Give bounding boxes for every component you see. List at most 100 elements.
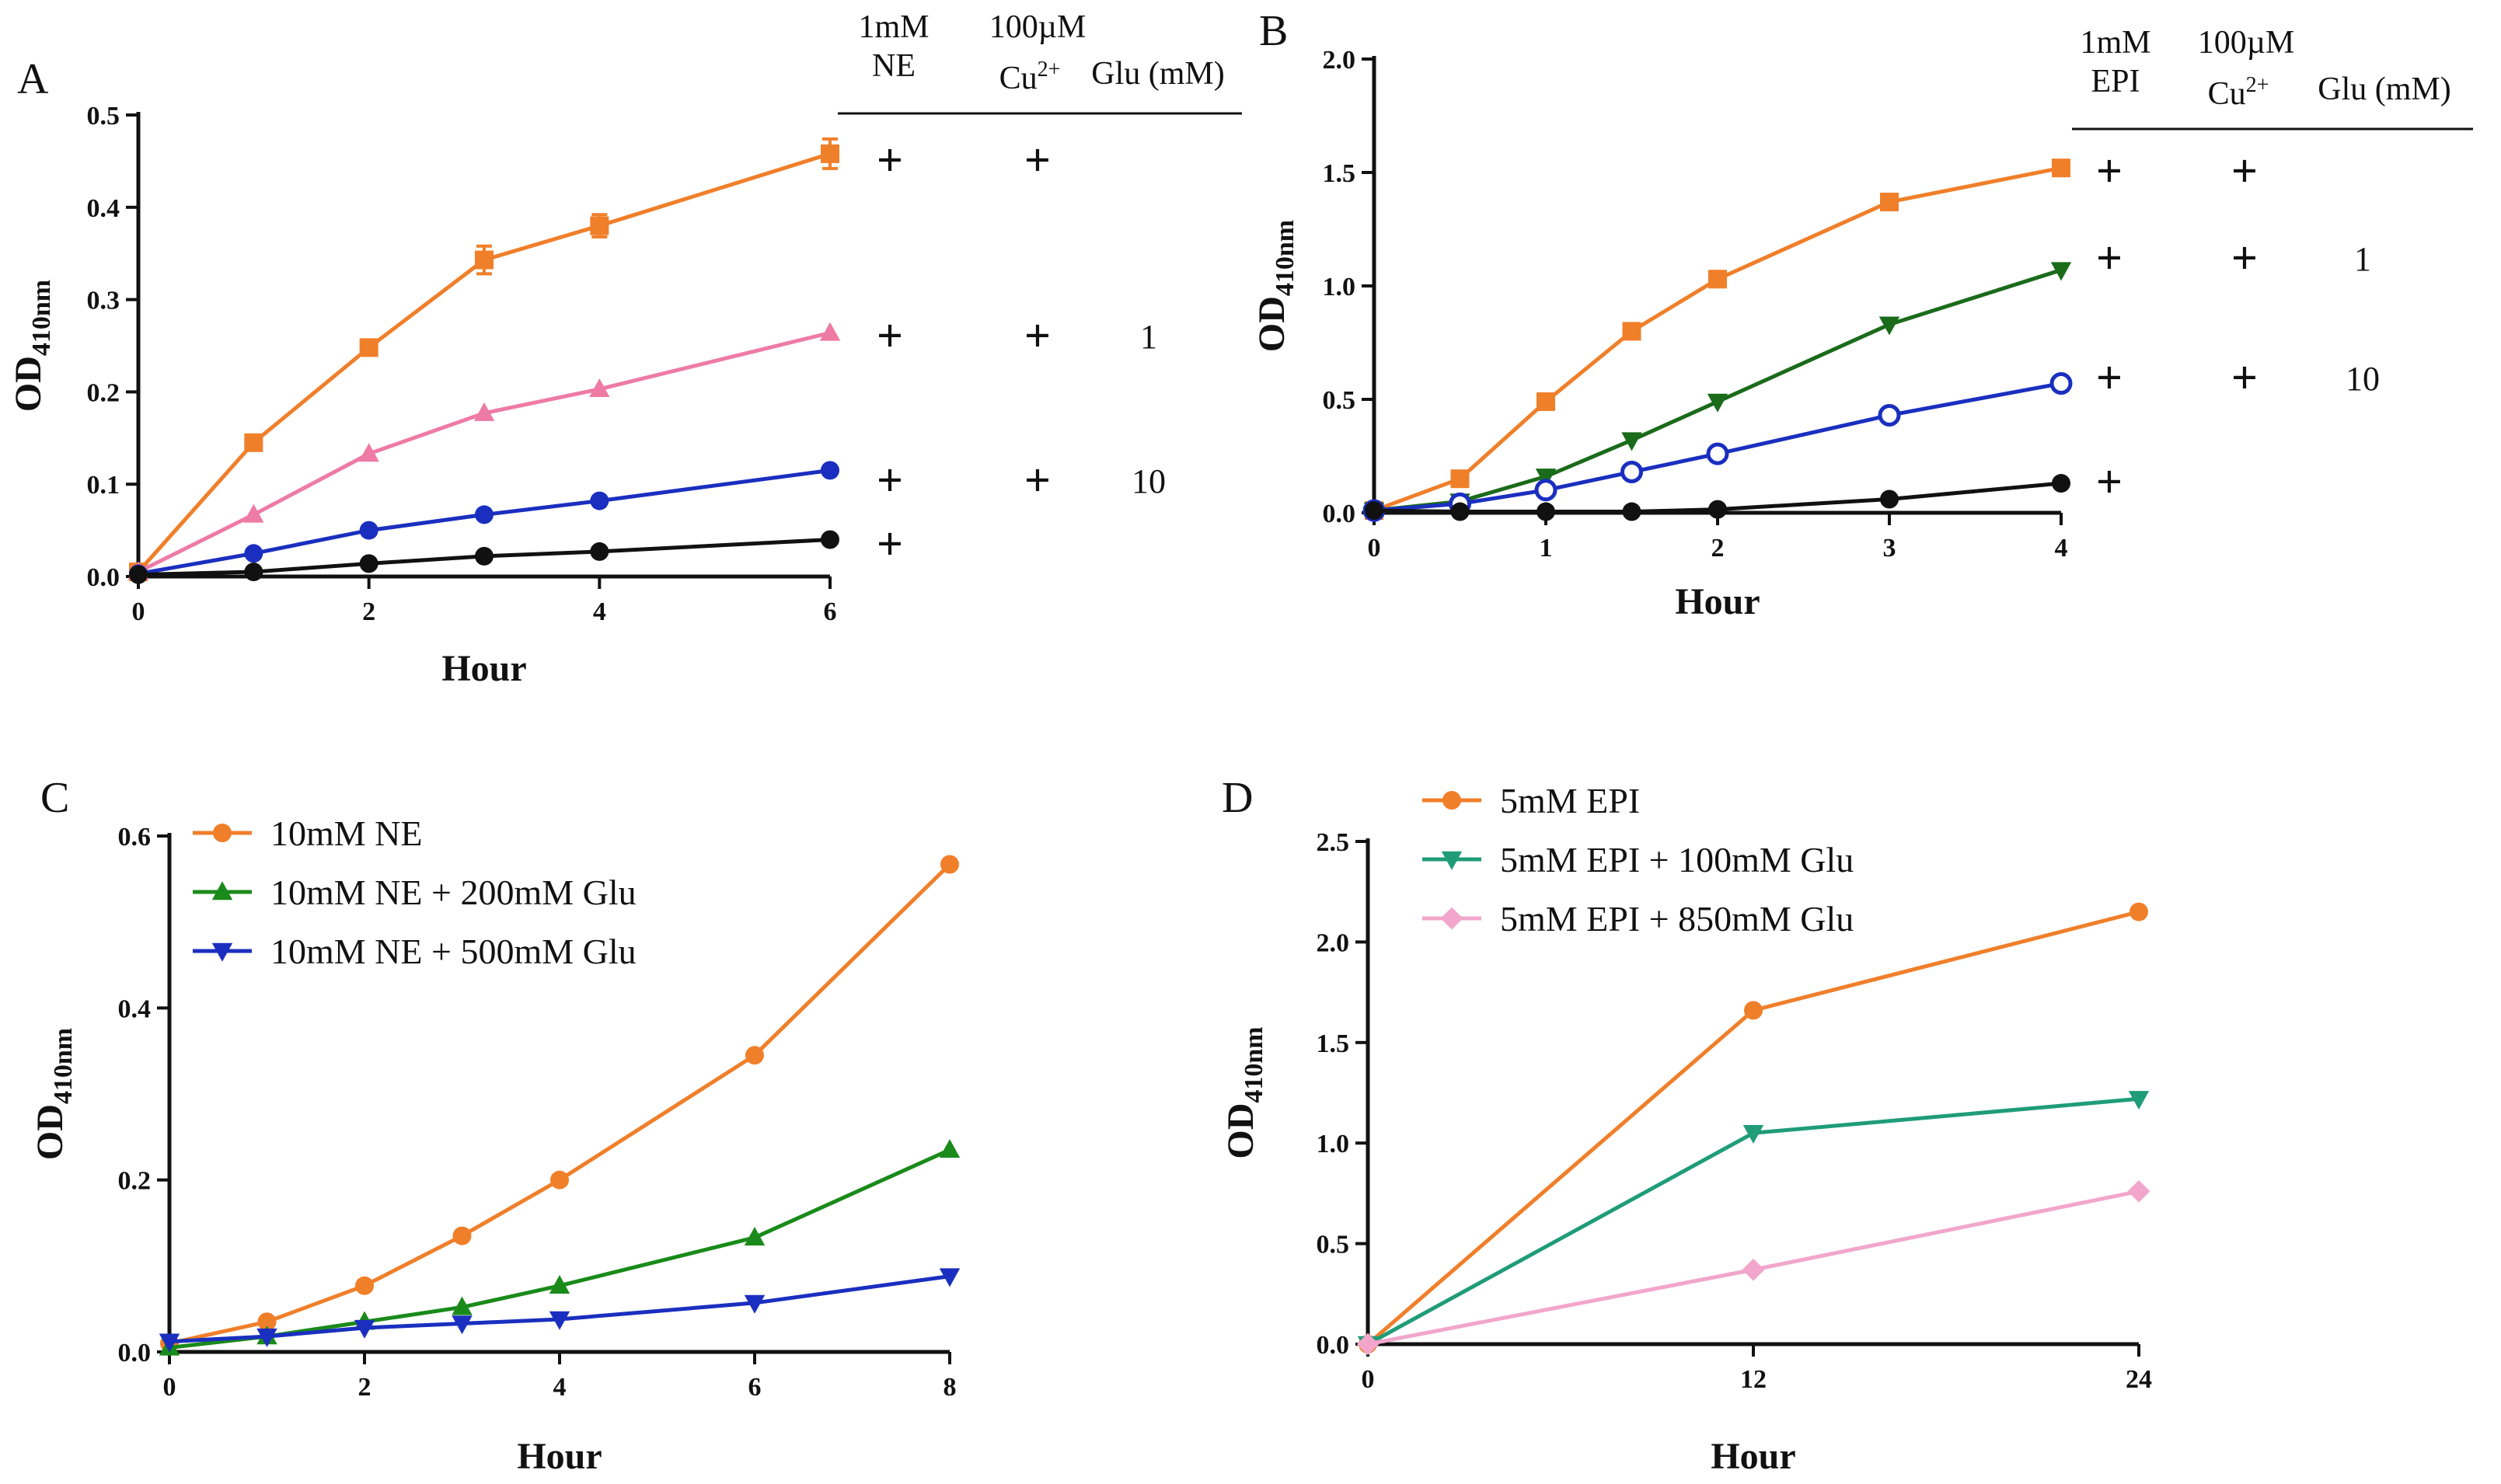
data-point	[939, 1268, 961, 1287]
data-point	[821, 530, 839, 549]
data-point	[590, 491, 609, 510]
data-point	[745, 1046, 764, 1065]
table-cell-comp1: +	[2096, 145, 2123, 197]
y-tick-label: 0.4	[118, 995, 152, 1023]
data-point	[1742, 1125, 1764, 1144]
panel-letter: A	[17, 55, 49, 103]
legend-label: 10mM NE + 200mM Glu	[270, 873, 637, 912]
panel-letter: B	[1259, 7, 1288, 55]
legend-label: 5mM EPI + 850mM Glu	[1500, 899, 1854, 939]
data-point	[244, 433, 263, 452]
data-point	[821, 461, 839, 480]
y-tick-label: 1.5	[1323, 159, 1356, 188]
data-point	[1620, 460, 1643, 483]
x-axis-title: Hour	[1675, 581, 1760, 622]
data-point	[549, 1311, 570, 1330]
y-tick-label: 0.3	[87, 287, 120, 315]
y-axis-title-subscript: 410nm	[49, 1028, 78, 1104]
series-1	[1365, 159, 2070, 521]
table-header-glu: Glu (mM)	[2318, 71, 2451, 107]
x-tick-label: 8	[944, 1373, 957, 1402]
data-point	[475, 505, 494, 524]
data-point	[1707, 393, 1728, 413]
y-tick-label: 0.5	[87, 102, 120, 131]
data-point	[1356, 1332, 1380, 1356]
data-point	[2049, 372, 2073, 395]
x-axis-title: Hour	[1711, 1436, 1795, 1477]
data-point	[821, 144, 839, 163]
data-point	[2128, 1091, 2150, 1110]
series-line	[137, 330, 831, 574]
table-cell-comp1: +	[877, 518, 903, 570]
table-cell-comp1: +	[2096, 456, 2123, 507]
data-point	[550, 1170, 569, 1190]
series-line	[137, 152, 831, 573]
table-header-comp2-base: Cu	[999, 61, 1038, 96]
data-point	[2127, 1179, 2150, 1203]
data-point	[256, 1328, 277, 1347]
y-tick-label: 0.0	[1317, 1331, 1350, 1360]
y-axis-title-subscript: 410nm	[1271, 220, 1299, 296]
data-point	[358, 443, 379, 462]
data-point	[590, 216, 609, 235]
y-axis-title: OD410nm	[30, 1028, 78, 1160]
data-point	[359, 521, 378, 540]
x-tick-label: 2	[1711, 534, 1725, 563]
data-point	[940, 855, 959, 874]
table-header-comp2-sup: 2+	[2246, 73, 2269, 97]
data-point	[2130, 902, 2148, 921]
data-point	[1537, 392, 1555, 411]
table-cell-comp1: +	[2096, 232, 2123, 284]
data-point	[1450, 469, 1470, 489]
data-point	[1621, 432, 1642, 451]
y-tick-label: 1.0	[1317, 1130, 1350, 1158]
legend-label: 5mM EPI + 100mM Glu	[1500, 840, 1854, 880]
data-point	[475, 250, 494, 270]
x-tick-label: 3	[1883, 534, 1896, 563]
table-header-comp1: NE	[872, 48, 916, 84]
x-tick-label: 0	[1368, 534, 1381, 563]
y-axis-title-main: OD	[8, 356, 49, 412]
series-line	[138, 468, 831, 576]
data-point	[359, 554, 378, 573]
data-point	[939, 1139, 961, 1158]
legend-entry: 10mM NE + 200mM Glu	[193, 873, 637, 912]
table-cell-comp2: +	[1024, 455, 1051, 506]
data-point	[354, 1319, 375, 1339]
x-tick-label: 12	[1740, 1365, 1767, 1394]
y-axis-title-main: OD	[1220, 1103, 1261, 1159]
x-tick-label: 2	[358, 1373, 371, 1402]
data-point	[1878, 403, 1901, 427]
table-header-comp2: 100µM	[989, 9, 1087, 45]
data-point	[473, 402, 495, 421]
series-4	[1365, 474, 2070, 521]
data-point	[355, 1276, 374, 1295]
y-tick-label: 0.2	[87, 378, 120, 407]
x-tick-label: 24	[2126, 1365, 2152, 1394]
y-tick-label: 0.2	[118, 1167, 152, 1196]
data-point	[2052, 474, 2070, 493]
x-tick-label: 4	[553, 1373, 567, 1402]
data-point	[452, 1226, 472, 1245]
y-axis-title-subscript: 410nm	[27, 280, 56, 356]
legend-entry: 10mM NE + 500mM Glu	[193, 932, 637, 971]
y-axis-title-subscript: 410nm	[1240, 1026, 1268, 1103]
data-point	[819, 322, 841, 341]
table-header-glu: Glu (mM)	[1091, 56, 1225, 92]
data-point	[744, 1294, 766, 1314]
table-header-comp2-base: Cu	[2208, 76, 2246, 112]
data-point	[549, 1274, 570, 1294]
y-tick-label: 0.6	[118, 823, 152, 852]
series-2	[1357, 1091, 2150, 1355]
data-point	[1537, 502, 1555, 521]
y-tick-label: 2.0	[1323, 46, 1356, 75]
y-tick-label: 0.1	[87, 471, 120, 500]
data-point	[590, 542, 609, 561]
table-cell-comp2: +	[1024, 310, 1051, 361]
table-header-comp1: 1mM	[2080, 25, 2150, 61]
data-point	[159, 1333, 180, 1353]
y-axis-title-main: OD	[1251, 296, 1292, 352]
legend-label: 10mM NE + 500mM Glu	[270, 932, 637, 971]
data-point	[1708, 270, 1727, 289]
table-cell-glu: 10	[1132, 462, 1166, 500]
